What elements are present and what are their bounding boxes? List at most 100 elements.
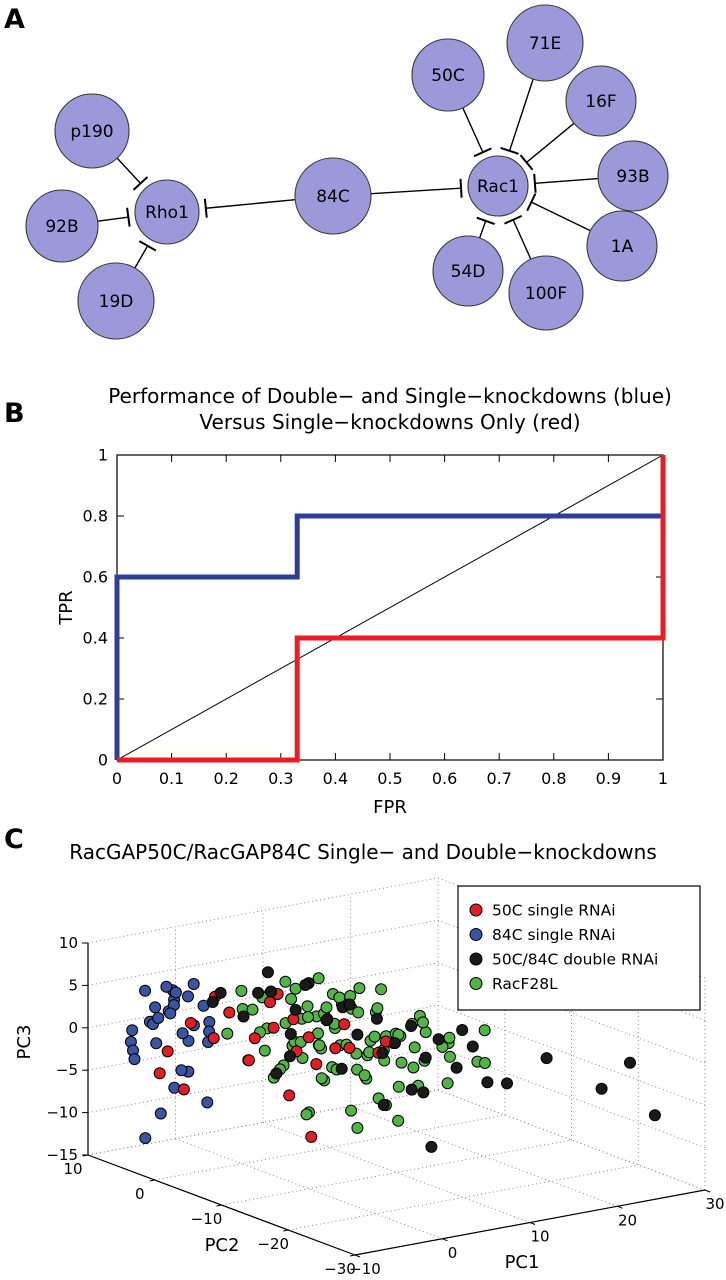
roc-title-line: Performance of Double− and Single−knockd… (108, 384, 672, 408)
z-tick-label: −10 (46, 1104, 78, 1122)
inhibition-edge-50C-Rac1 (462, 107, 492, 158)
network-node-Rac1: Rac1 (467, 155, 529, 217)
network-node-16F: 16F (565, 65, 637, 137)
network-node-50C: 50C (411, 38, 485, 112)
scatter-point-RacF28L (300, 1108, 313, 1121)
scatter-point-RacF28L (443, 1031, 456, 1044)
network-node-84C: 84C (294, 157, 372, 235)
x-tick-label: −10 (349, 1260, 381, 1278)
y-tick (283, 1229, 289, 1232)
scatter-point-RacF28L (301, 1000, 314, 1013)
scatter-point-84C-single-RNAi (160, 980, 173, 993)
scatter-point-50C-84C-double-RNAi (270, 1067, 283, 1080)
scatter-point-84C-single-RNAi (152, 1012, 165, 1024)
scatter-point-RacF28L (368, 1030, 381, 1043)
scatter-point-RacF28L (407, 1061, 420, 1074)
legend-marker (469, 952, 483, 966)
network-diagram-panel: p190 92B 19D Rho1 84C Rac1 50C 71E 16F 93B 1A 100F 5… (25, 4, 669, 340)
scatter-point-84C-single-RNAi (176, 1027, 189, 1040)
scatter-point-RacF28L (353, 982, 366, 995)
network-node-92B: 92B (25, 189, 99, 263)
x-tick-label: 1 (658, 769, 668, 788)
node-label: 1A (611, 237, 634, 257)
y-tick-label: 0.4 (83, 629, 108, 648)
panel-b-label: B (4, 398, 25, 429)
inhibition-tbar (473, 147, 492, 158)
z-tick-label: 10 (59, 934, 78, 952)
scatter-point-50C-84C-double-RNAi (320, 1014, 333, 1027)
inhibition-tbar (138, 240, 157, 252)
z-tick-label: 5 (68, 976, 78, 994)
scatter-point-RacF28L (395, 1056, 408, 1069)
y-tick-label: 0.8 (83, 507, 108, 526)
scatter-point-RacF28L (358, 1069, 371, 1082)
node-label: 16F (585, 92, 616, 112)
node-label: Rho1 (145, 203, 189, 223)
scatter-point-84C-single-RNAi (175, 1064, 188, 1077)
scatter-point-50C-84C-double-RNAi (214, 986, 227, 999)
scatter-point-84C-single-RNAi (164, 1007, 177, 1020)
z-tick-label: −5 (56, 1061, 78, 1079)
inhibition-tbar (203, 198, 208, 218)
inhibition-tbar (500, 146, 519, 155)
scatter-point-50C-single-RNAi (302, 1031, 315, 1044)
node-label: 100F (525, 284, 567, 304)
roc-series-single-knockdowns-only-red- (117, 455, 666, 763)
network-node-71E: 71E (506, 4, 584, 82)
scatter-point-RacF28L (478, 1024, 491, 1037)
scatter-point-50C-84C-double-RNAi (284, 1050, 296, 1063)
scatter-point-RacF28L (312, 972, 325, 985)
node-label: Rac1 (477, 177, 519, 197)
legend-marker (469, 903, 483, 917)
scatter-point-50C-single-RNAi (283, 1089, 296, 1102)
scatter-point-50C-single-RNAi (184, 1017, 197, 1029)
y-tick-label: 1 (98, 446, 108, 465)
inhibition-tbar (459, 178, 463, 198)
grid-line (87, 877, 439, 944)
inhibition-edge-54D-Rac1 (476, 216, 495, 239)
panel-c-label: C (4, 824, 24, 855)
legend-marker (469, 977, 483, 990)
scatter-point-50C-single-RNAi (177, 1083, 190, 1096)
scatter-point-84C-single-RNAi (169, 986, 182, 999)
y-tick (82, 1154, 89, 1157)
y-tick-label: 0.2 (83, 690, 108, 709)
scatter-point-50C-84C-double-RNAi (284, 1028, 297, 1040)
x-tick-label: 0.2 (213, 769, 238, 788)
x-axis-label: FPR (373, 797, 407, 818)
scatter-point-50C-single-RNAi (161, 1045, 174, 1058)
inhibition-tbar (533, 173, 537, 193)
scatter-point-84C-single-RNAi (126, 1024, 139, 1037)
scatter-point-84C-single-RNAi (187, 978, 200, 990)
scatter-point-50C-84C-double-RNAi (405, 1020, 418, 1032)
scatter-point-RacF28L (392, 1114, 405, 1127)
scatter-point-50C-single-RNAi (267, 1021, 280, 1034)
scatter-point-RacF28L (279, 975, 292, 988)
node-label: p190 (70, 122, 113, 142)
scatter-point-50C-84C-double-RNAi (595, 1082, 608, 1095)
scatter-point-RacF28L (302, 1011, 314, 1023)
network-node-Rho1: Rho1 (134, 179, 200, 245)
scatter-point-50C-single-RNAi (207, 1032, 220, 1045)
scatter-point-RacF28L (258, 1044, 271, 1057)
z-tick-label: −15 (46, 1146, 78, 1164)
network-node-54D: 54D (432, 235, 504, 307)
scatter-point-RacF28L (408, 1041, 421, 1054)
inhibition-edge-p190-Rho1 (116, 157, 149, 191)
x-tick-label: 10 (530, 1228, 549, 1246)
grid-line (87, 919, 439, 986)
network-node-19D: 19D (77, 262, 155, 340)
scatter-point-84C-single-RNAi (149, 1001, 162, 1014)
node-label: 93B (616, 167, 649, 187)
scatter-point-50C-84C-double-RNAi (237, 1010, 250, 1023)
y-tick-label: 0 (98, 751, 108, 770)
legend-box (457, 885, 701, 1011)
y-tick (216, 1204, 222, 1207)
legend-label: 84C single RNAi (492, 926, 616, 944)
scatter-point-RacF28L (246, 1003, 259, 1016)
inhibition-tbar (519, 154, 534, 171)
x-tick (617, 1205, 623, 1209)
scatter-point-50C-84C-double-RNAi (450, 1061, 463, 1074)
grid-line (221, 1139, 572, 1206)
